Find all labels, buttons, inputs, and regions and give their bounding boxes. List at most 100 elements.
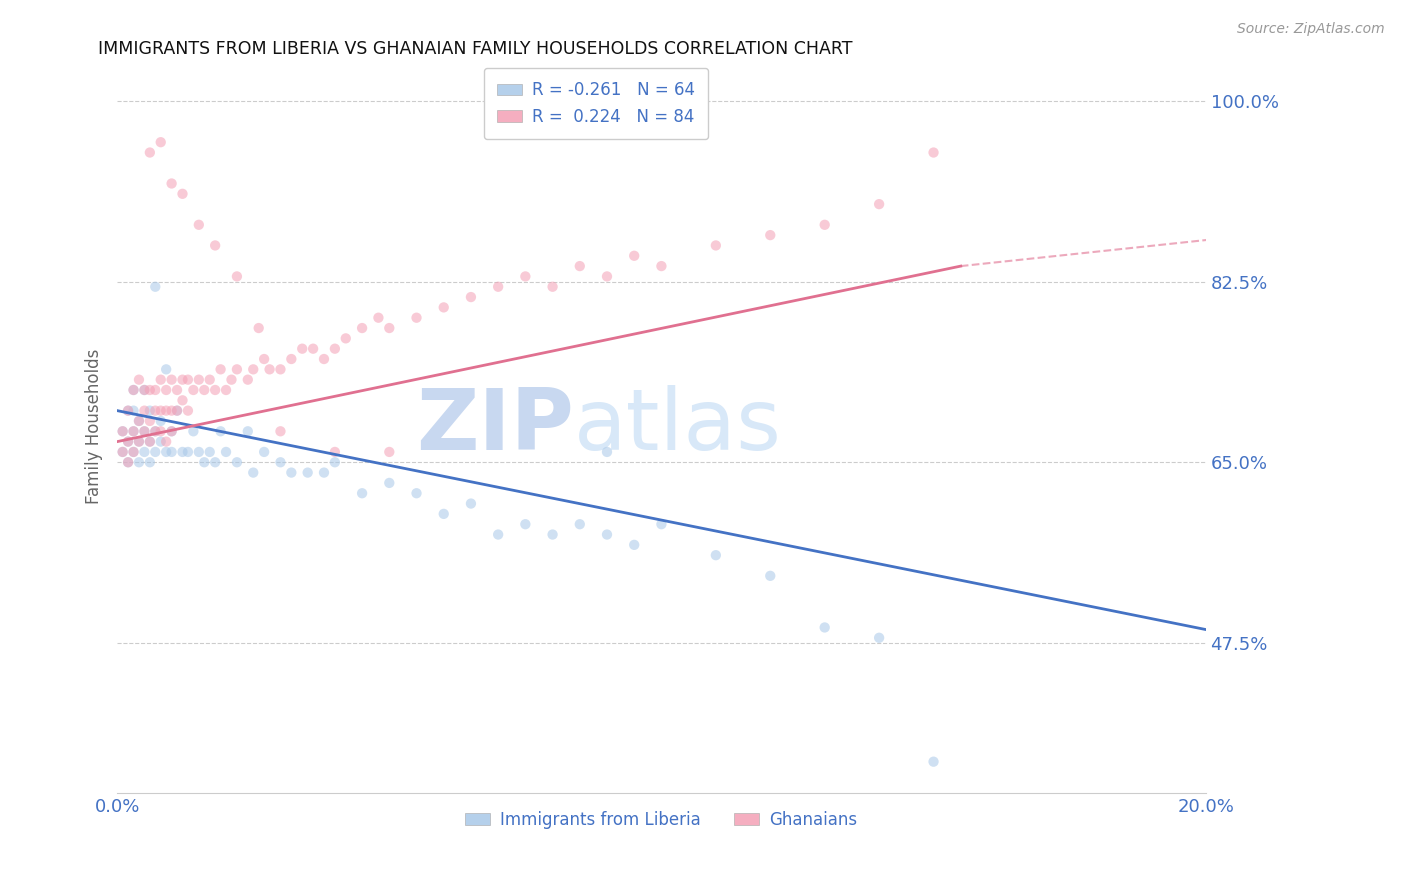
Point bbox=[139, 383, 162, 397]
Legend: Immigrants from Liberia, Ghanaians: Immigrants from Liberia, Ghanaians bbox=[458, 805, 865, 836]
Point bbox=[568, 259, 591, 273]
Point bbox=[139, 145, 162, 160]
Point bbox=[335, 331, 357, 345]
Point bbox=[172, 186, 194, 201]
Point bbox=[155, 362, 177, 376]
Point bbox=[198, 445, 221, 459]
Point bbox=[814, 218, 837, 232]
Point bbox=[143, 425, 166, 439]
Point bbox=[204, 455, 226, 469]
Point bbox=[297, 466, 319, 480]
Point bbox=[117, 434, 139, 449]
Point bbox=[378, 445, 401, 459]
Point bbox=[650, 259, 672, 273]
Point bbox=[922, 755, 945, 769]
Point bbox=[433, 507, 456, 521]
Point bbox=[596, 445, 619, 459]
Point bbox=[122, 383, 145, 397]
Point bbox=[226, 269, 249, 284]
Point bbox=[204, 238, 226, 252]
Point bbox=[128, 455, 150, 469]
Point bbox=[280, 466, 302, 480]
Point bbox=[253, 351, 276, 366]
Point bbox=[280, 351, 302, 366]
Point bbox=[242, 466, 264, 480]
Point bbox=[302, 342, 325, 356]
Point bbox=[814, 620, 837, 634]
Point bbox=[868, 631, 890, 645]
Point bbox=[269, 362, 291, 376]
Point bbox=[134, 445, 156, 459]
Point bbox=[122, 445, 145, 459]
Point bbox=[868, 197, 890, 211]
Point bbox=[143, 445, 166, 459]
Point bbox=[486, 527, 509, 541]
Point bbox=[312, 466, 335, 480]
Point bbox=[122, 403, 145, 417]
Point bbox=[405, 310, 427, 325]
Point bbox=[143, 403, 166, 417]
Point bbox=[143, 383, 166, 397]
Point bbox=[187, 445, 209, 459]
Point bbox=[111, 445, 134, 459]
Point bbox=[166, 403, 188, 417]
Point bbox=[378, 321, 401, 335]
Point bbox=[198, 373, 221, 387]
Point bbox=[117, 455, 139, 469]
Point bbox=[160, 373, 183, 387]
Point bbox=[128, 434, 150, 449]
Point bbox=[122, 383, 145, 397]
Point bbox=[352, 486, 374, 500]
Point bbox=[193, 383, 215, 397]
Point bbox=[160, 177, 183, 191]
Point bbox=[139, 403, 162, 417]
Point bbox=[111, 445, 134, 459]
Point bbox=[128, 414, 150, 428]
Point bbox=[209, 425, 232, 439]
Point bbox=[367, 310, 389, 325]
Point bbox=[460, 290, 482, 304]
Point bbox=[111, 425, 134, 439]
Point bbox=[166, 383, 188, 397]
Point bbox=[759, 228, 782, 243]
Point bbox=[405, 486, 427, 500]
Point bbox=[259, 362, 281, 376]
Point bbox=[128, 434, 150, 449]
Point bbox=[253, 445, 276, 459]
Point bbox=[117, 403, 139, 417]
Point bbox=[623, 538, 645, 552]
Point bbox=[922, 145, 945, 160]
Point bbox=[122, 445, 145, 459]
Point bbox=[166, 403, 188, 417]
Point bbox=[247, 321, 270, 335]
Point bbox=[352, 321, 374, 335]
Point bbox=[596, 269, 619, 284]
Point bbox=[134, 383, 156, 397]
Point bbox=[139, 434, 162, 449]
Point bbox=[193, 455, 215, 469]
Point bbox=[160, 425, 183, 439]
Point bbox=[155, 445, 177, 459]
Point bbox=[515, 269, 537, 284]
Point bbox=[160, 445, 183, 459]
Point bbox=[122, 425, 145, 439]
Point bbox=[323, 445, 346, 459]
Point bbox=[236, 373, 259, 387]
Point bbox=[323, 342, 346, 356]
Point bbox=[269, 455, 291, 469]
Point bbox=[291, 342, 314, 356]
Point bbox=[242, 362, 264, 376]
Point bbox=[378, 475, 401, 490]
Point bbox=[149, 373, 172, 387]
Point bbox=[160, 403, 183, 417]
Point bbox=[139, 455, 162, 469]
Point bbox=[623, 249, 645, 263]
Point bbox=[139, 434, 162, 449]
Point bbox=[134, 425, 156, 439]
Point bbox=[269, 425, 291, 439]
Point bbox=[541, 527, 564, 541]
Point bbox=[177, 445, 200, 459]
Point bbox=[596, 527, 619, 541]
Text: atlas: atlas bbox=[574, 384, 782, 467]
Point bbox=[172, 393, 194, 408]
